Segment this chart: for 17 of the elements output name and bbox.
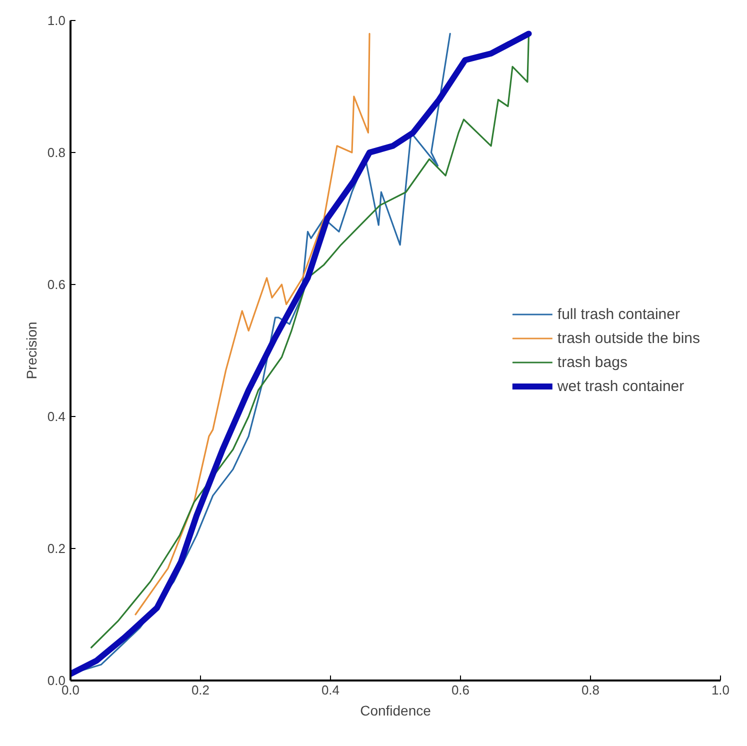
y-tick-label: 0.8 xyxy=(47,145,66,160)
legend-label: trash outside the bins xyxy=(557,330,700,346)
x-tick-label: 0.8 xyxy=(581,682,600,698)
x-tick-label: 0.2 xyxy=(191,682,210,698)
x-tick-label: 1.0 xyxy=(711,682,730,698)
legend-label: full trash container xyxy=(557,306,680,322)
y-tick-label: 0.4 xyxy=(47,409,66,424)
x-axis-title: Confidence xyxy=(360,702,432,718)
x-tick-label: 0.6 xyxy=(451,682,470,698)
legend-label: wet trash container xyxy=(557,378,684,394)
y-tick-label: 0.2 xyxy=(47,541,66,556)
y-axis-title: Precision xyxy=(23,322,40,380)
line-series xyxy=(134,32,370,616)
x-tick-label: 0.4 xyxy=(321,682,340,698)
legend-label: trash bags xyxy=(557,354,628,370)
y-tick-label: 0.6 xyxy=(47,277,66,292)
y-tick-label: 1.0 xyxy=(47,13,66,28)
